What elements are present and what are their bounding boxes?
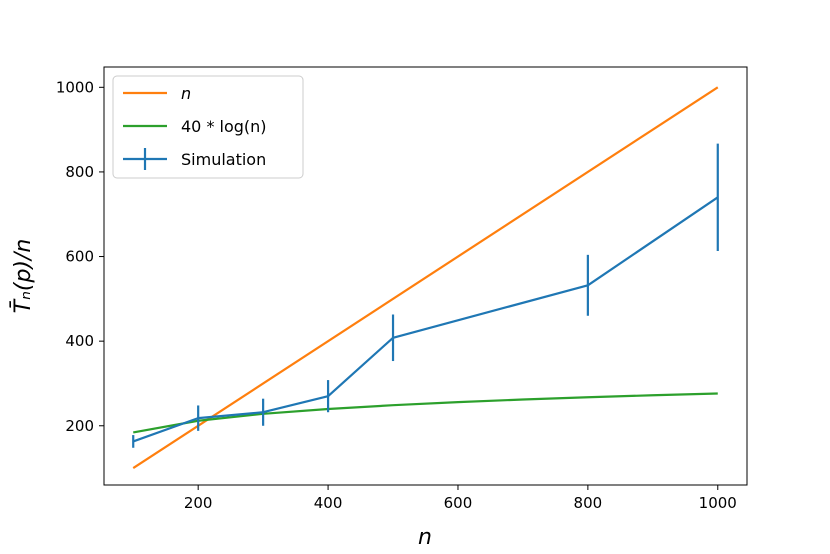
legend-label-40log: 40 * log(n) (181, 117, 267, 136)
x-axis-title: n (418, 525, 432, 550)
y-tick-label: 1000 (56, 78, 94, 96)
series-layer (132, 86, 719, 470)
legend-label-simulation: Simulation (181, 150, 266, 169)
legend: n 40 * log(n) Simulation (112, 75, 304, 179)
x-tick-label: 800 (574, 494, 603, 512)
x-tick-label: 400 (314, 494, 343, 512)
y-tick-label: 200 (65, 417, 94, 435)
y-tick-label: 400 (65, 332, 94, 350)
y-tick-label: 800 (65, 163, 94, 181)
legend-box (112, 75, 304, 179)
y-axis-title: T̄ₙ(p)/n (10, 239, 36, 314)
x-axis: 200 400 600 800 1000 (184, 485, 737, 512)
y-tick-label: 600 (65, 248, 94, 266)
y-axis: 200 400 600 800 1000 (56, 78, 104, 435)
legend-label-n: n (181, 84, 191, 103)
x-tick-label: 1000 (699, 494, 737, 512)
x-tick-label: 600 (444, 494, 473, 512)
series-line-40-log-n (133, 392, 718, 434)
x-tick-label: 200 (184, 494, 213, 512)
series-line-n (132, 86, 719, 470)
